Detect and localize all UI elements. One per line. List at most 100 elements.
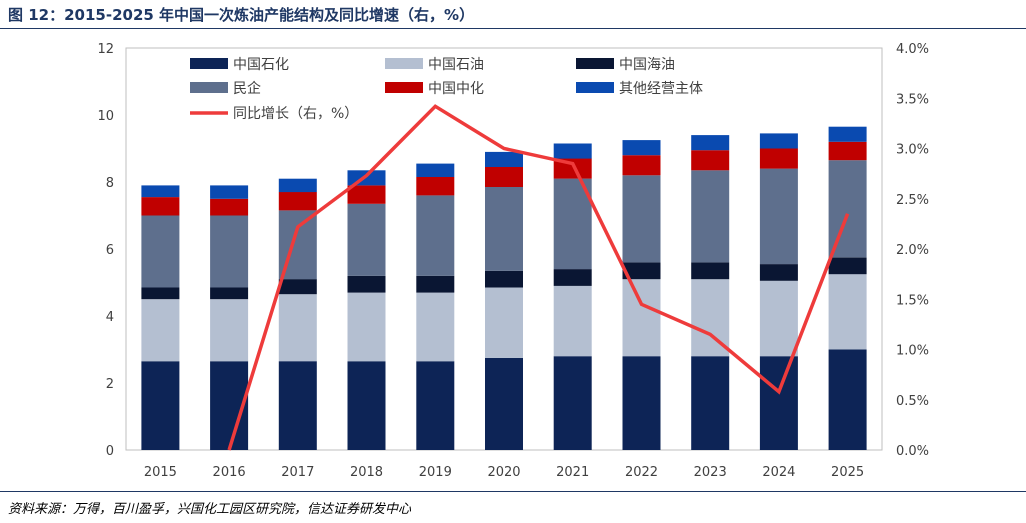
y-left-tick-label: 6	[106, 243, 114, 258]
bar-segment-2016-1	[210, 299, 248, 361]
bar-segment-2025-5	[829, 127, 867, 142]
bar-segment-2018-5	[348, 170, 386, 185]
bar-segment-2020-5	[485, 152, 523, 167]
bar-segment-2021-2	[554, 269, 592, 286]
y-right-tick-label: 4.0%	[896, 42, 929, 57]
bar-segment-2015-2	[141, 288, 179, 300]
bar-segment-2017-2	[279, 279, 317, 294]
bar-segment-2025-2	[829, 257, 867, 274]
bar-segment-2020-0	[485, 358, 523, 450]
bar-segment-2017-4	[279, 192, 317, 210]
bar-segment-2022-3	[623, 175, 661, 262]
y-right-tick-label: 0.0%	[896, 444, 929, 459]
x-tick-label-2017: 2017	[281, 465, 314, 480]
bar-segment-2023-4	[691, 150, 729, 170]
legend-swatch-3	[190, 82, 228, 93]
bar-segment-2025-3	[829, 160, 867, 257]
y-left-tick-label: 12	[97, 42, 114, 57]
x-tick-label-2019: 2019	[419, 465, 452, 480]
legend-label-5: 其他经营主体	[619, 81, 703, 97]
y-left-tick-label: 4	[106, 310, 114, 325]
legend-label-4: 中国中化	[428, 81, 484, 97]
bar-segment-2020-4	[485, 167, 523, 187]
legend-label-2: 中国海油	[619, 57, 675, 73]
bar-segment-2019-5	[416, 164, 454, 177]
bar-segment-2025-4	[829, 142, 867, 160]
y-right-tick-label: 2.0%	[896, 243, 929, 258]
legend-swatch-5	[576, 82, 614, 93]
growth-line	[229, 106, 848, 450]
legend-label-0: 中国石化	[233, 57, 289, 73]
legend-swatch-2	[576, 58, 614, 69]
bar-segment-2021-0	[554, 356, 592, 450]
y-right-tick-label: 1.0%	[896, 344, 929, 359]
bar-segment-2023-2	[691, 262, 729, 279]
y-left-tick-label: 10	[97, 109, 114, 124]
bar-segment-2018-4	[348, 185, 386, 203]
bar-segment-2017-5	[279, 179, 317, 192]
figure-title: 图 12：2015-2025 年中国一次炼油产能结构及同比增速（右，%）	[8, 4, 474, 25]
bar-segment-2024-5	[760, 133, 798, 148]
line-group	[229, 106, 848, 450]
bar-segment-2020-3	[485, 187, 523, 271]
bar-segment-2016-4	[210, 199, 248, 216]
bar-segment-2018-1	[348, 293, 386, 362]
legend-swatch-0	[190, 58, 228, 69]
bar-segment-2015-0	[141, 361, 179, 450]
bar-segment-2015-3	[141, 216, 179, 288]
bars-group	[141, 127, 866, 450]
bar-segment-2023-0	[691, 356, 729, 450]
bar-segment-2022-0	[623, 356, 661, 450]
bar-segment-2022-5	[623, 140, 661, 155]
bar-segment-2019-4	[416, 177, 454, 195]
y-left-tick-label: 0	[106, 444, 114, 459]
bar-segment-2018-2	[348, 276, 386, 293]
bar-segment-2021-5	[554, 144, 592, 159]
y-right-tick-label: 2.5%	[896, 193, 929, 208]
bar-segment-2020-2	[485, 271, 523, 288]
y-right-tick-label: 3.0%	[896, 143, 929, 158]
legend-swatch-4	[385, 82, 423, 93]
bar-segment-2021-1	[554, 286, 592, 356]
bar-segment-2017-0	[279, 361, 317, 450]
bar-segment-2016-2	[210, 288, 248, 300]
x-tick-label-2023: 2023	[694, 465, 727, 480]
bar-segment-2024-2	[760, 264, 798, 281]
bar-segment-2023-5	[691, 135, 729, 150]
bar-segment-2019-0	[416, 361, 454, 450]
x-tick-label-2018: 2018	[350, 465, 383, 480]
source-bar: 资料来源：万得，百川盈孚，兴国化工园区研究院，信达证券研发中心	[0, 491, 1026, 523]
y-left-tick-label: 8	[106, 176, 114, 191]
bar-segment-2022-1	[623, 279, 661, 356]
bar-segment-2024-1	[760, 281, 798, 356]
x-tick-label-2025: 2025	[831, 465, 864, 480]
y-right-tick-label: 3.5%	[896, 92, 929, 107]
source-note: 资料来源：万得，百川盈孚，兴国化工园区研究院，信达证券研发中心	[8, 498, 411, 517]
bar-segment-2023-3	[691, 170, 729, 262]
bar-segment-2019-1	[416, 293, 454, 362]
bar-segment-2016-5	[210, 185, 248, 198]
bar-segment-2024-4	[760, 149, 798, 169]
bar-segment-2024-3	[760, 169, 798, 265]
bar-segment-2018-0	[348, 361, 386, 450]
bar-segment-2015-5	[141, 185, 179, 197]
x-tick-label-2022: 2022	[625, 465, 658, 480]
y-right-tick-label: 0.5%	[896, 394, 929, 409]
bar-segment-2015-4	[141, 197, 179, 215]
bar-segment-2016-3	[210, 216, 248, 288]
legend-swatch-1	[385, 58, 423, 69]
x-tick-label-2015: 2015	[144, 465, 177, 480]
bar-segment-2017-1	[279, 294, 317, 361]
title-bar: 图 12：2015-2025 年中国一次炼油产能结构及同比增速（右，%）	[0, 0, 1026, 29]
x-tick-label-2021: 2021	[556, 465, 589, 480]
bar-segment-2019-2	[416, 276, 454, 293]
bar-segment-2020-1	[485, 288, 523, 358]
bar-segment-2019-3	[416, 195, 454, 275]
bar-segment-2018-3	[348, 204, 386, 276]
legend-label-line: 同比增长（右，%）	[233, 106, 358, 122]
bar-segment-2024-0	[760, 356, 798, 450]
bar-segment-2022-4	[623, 155, 661, 175]
legend-label-3: 民企	[233, 80, 261, 97]
x-tick-label-2016: 2016	[213, 465, 246, 480]
y-left-tick-label: 2	[106, 377, 114, 392]
